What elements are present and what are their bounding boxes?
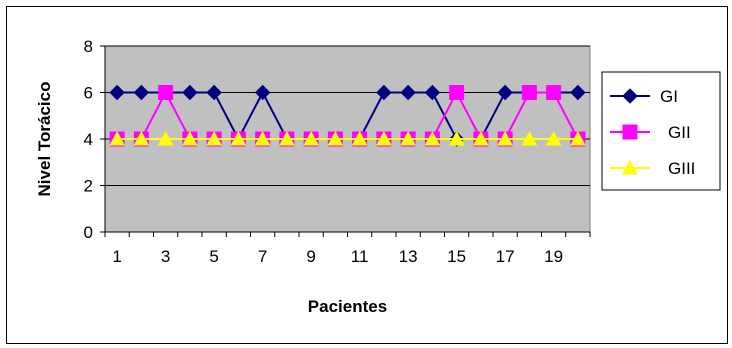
data-point — [206, 130, 222, 146]
data-point — [279, 130, 295, 146]
data-point — [376, 130, 392, 146]
data-point — [157, 130, 174, 146]
data-point — [521, 85, 537, 100]
x-tick-label: 17 — [496, 247, 515, 266]
data-point — [473, 130, 489, 146]
data-point — [133, 130, 150, 146]
legend: GI GII GIII — [601, 71, 721, 191]
y-tick-label: 2 — [84, 177, 93, 196]
series-giii — [109, 130, 586, 146]
x-tick-label: 11 — [351, 247, 369, 266]
data-point — [109, 130, 125, 146]
x-tick-label: 13 — [399, 247, 418, 266]
data-point — [570, 84, 586, 101]
data-point — [327, 130, 344, 146]
legend-marker — [622, 88, 638, 104]
data-point — [546, 85, 562, 100]
legend-item-gi: GI — [610, 87, 678, 106]
legend-item-gii: GII — [610, 123, 691, 142]
x-tick-label: 9 — [306, 247, 315, 266]
data-point — [158, 85, 174, 100]
data-point — [303, 130, 319, 146]
x-axis-title: Pacientes — [308, 297, 387, 316]
x-tick-label: 19 — [544, 247, 563, 266]
legend-marker — [622, 159, 638, 175]
x-tick-labels: 1 3 5 7 9 11 13 15 17 19 — [112, 247, 563, 266]
data-point — [133, 84, 150, 101]
y-tick-labels: 0 2 4 6 8 — [84, 37, 93, 242]
series-layer — [109, 84, 586, 147]
data-point — [497, 84, 513, 101]
data-point — [254, 84, 271, 101]
y-axis-title: Nivel Torácico — [35, 82, 54, 197]
data-point — [424, 84, 441, 101]
data-point — [497, 130, 513, 146]
data-point — [570, 130, 586, 146]
x-tick-label: 3 — [161, 247, 170, 266]
legend-label: GIII — [668, 159, 695, 178]
data-point — [254, 130, 271, 146]
data-point — [400, 84, 416, 101]
x-tick-label: 7 — [258, 247, 267, 266]
data-point — [545, 130, 562, 146]
data-point — [230, 130, 247, 146]
data-point — [400, 130, 416, 146]
data-point — [206, 84, 222, 101]
legend-marker — [622, 124, 638, 140]
y-tick-label: 6 — [84, 84, 93, 103]
y-tick-label: 4 — [84, 130, 93, 149]
y-tick-label: 0 — [84, 223, 93, 242]
data-point — [521, 130, 538, 146]
y-tick-label: 8 — [84, 37, 93, 56]
x-tick-label: 15 — [447, 247, 466, 266]
data-point — [448, 130, 465, 146]
data-point — [351, 130, 368, 146]
data-point — [182, 84, 198, 101]
legend-label: GI — [660, 87, 678, 106]
data-point — [109, 84, 125, 101]
x-tick-label: 1 — [112, 247, 121, 266]
x-tick-label: 5 — [209, 247, 218, 266]
data-point — [424, 130, 441, 146]
data-point — [376, 84, 392, 101]
data-point — [449, 85, 465, 100]
legend-label: GII — [668, 123, 691, 142]
legend-item-giii: GIII — [610, 159, 695, 178]
axes — [100, 45, 591, 237]
data-point — [182, 130, 198, 146]
